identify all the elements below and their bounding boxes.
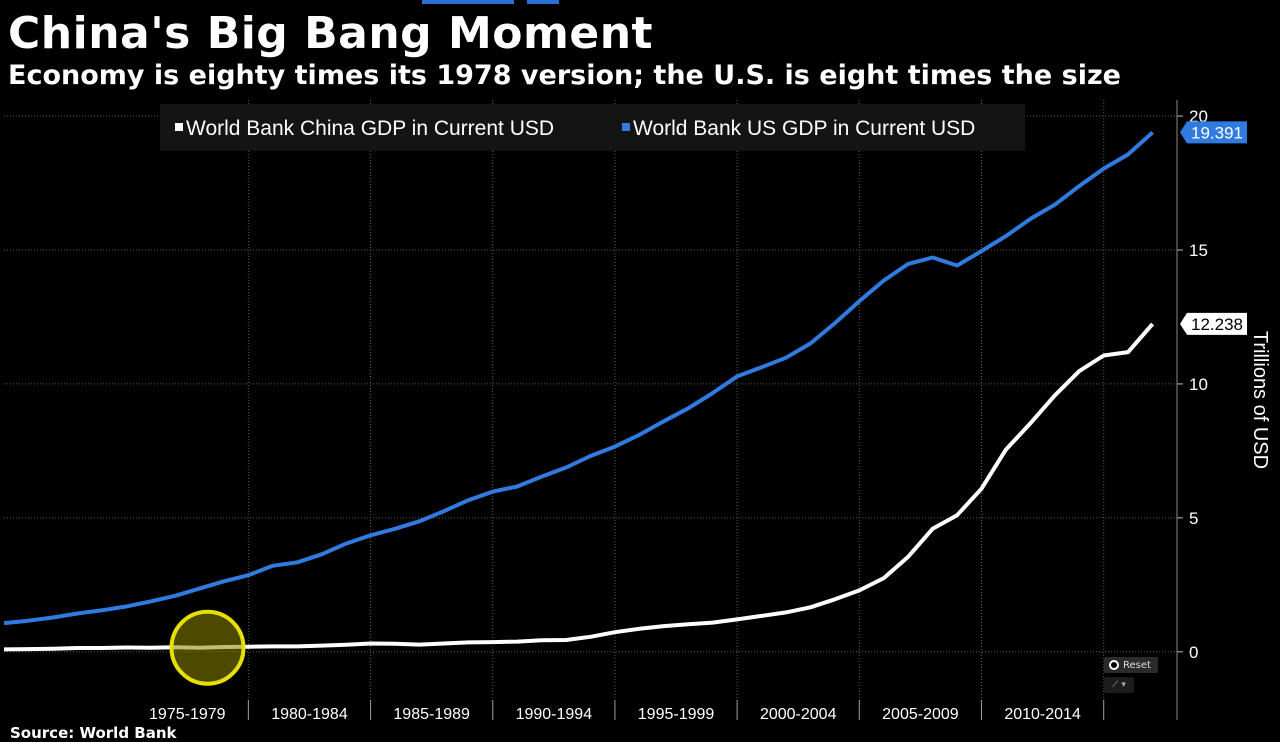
x-tick-label: 1995-1999 <box>638 706 715 720</box>
legend: World Bank China GDP in Current USD Worl… <box>160 104 1025 151</box>
annotations <box>169 609 246 686</box>
china-end-label-bg <box>1180 312 1247 335</box>
legend-label-china: World Bank China GDP in Current USD <box>186 117 554 140</box>
y-tick-label: 15 <box>1189 241 1208 260</box>
y-axis-title: Trillions of USD <box>1249 331 1271 469</box>
china-gdp-line <box>3 322 1155 652</box>
us-gdp-line <box>3 130 1154 626</box>
top-accent-bar <box>0 0 1280 4</box>
us-end-label-bg <box>1180 121 1247 144</box>
x-axis-ticks: 1975-1979 1980-1984 1985-1989 1990-1994 1995… <box>149 700 1105 720</box>
line-chart-icon: ⟋ ▾ <box>1112 680 1126 690</box>
line-chart: 1975-1979 1980-1984 1985-1989 1990-1994 1995… <box>3 100 1271 720</box>
y-tick-label: 0 <box>1189 643 1198 662</box>
x-tick-label: 2005-2009 <box>882 706 959 720</box>
x-tick-label: 1980-1984 <box>271 706 348 720</box>
legend-swatch-china <box>175 123 183 131</box>
y-tick-label: 20 <box>1189 107 1208 126</box>
chart-type-dropdown[interactable]: ⟋ ▾ <box>1104 677 1134 693</box>
reset-button[interactable]: Reset <box>1104 657 1158 673</box>
china-end-label: 12.238 <box>1191 315 1243 334</box>
end-value-labels: 12.238 19.391 <box>1180 121 1247 335</box>
x-tick-label: 1990-1994 <box>516 706 593 720</box>
page-title: China's Big Bang Moment <box>8 8 654 59</box>
us-end-label: 19.391 <box>1191 123 1243 142</box>
y-tick-label: 10 <box>1189 375 1208 394</box>
series-lines <box>3 130 1155 652</box>
legend-swatch-us <box>622 123 630 131</box>
x-tick-label: 1985-1989 <box>393 706 470 720</box>
page-subtitle: Economy is eighty times its 1978 version… <box>8 60 1121 91</box>
legend-label-us: World Bank US GDP in Current USD <box>633 117 975 140</box>
source-note: Source: World Bank <box>10 724 177 742</box>
y-axis-ticks: 0 5 10 15 20 <box>1176 100 1208 720</box>
y-tick-label: 5 <box>1189 509 1198 528</box>
x-tick-label: 2000-2004 <box>760 706 837 720</box>
highlight-circle-1978 <box>169 609 246 686</box>
x-tick-label: 1975-1979 <box>149 706 226 720</box>
x-tick-label: 2010-2014 <box>1004 706 1081 720</box>
reset-label: Reset <box>1123 659 1151 671</box>
reset-icon <box>1109 660 1119 670</box>
legend-background <box>160 104 1025 151</box>
